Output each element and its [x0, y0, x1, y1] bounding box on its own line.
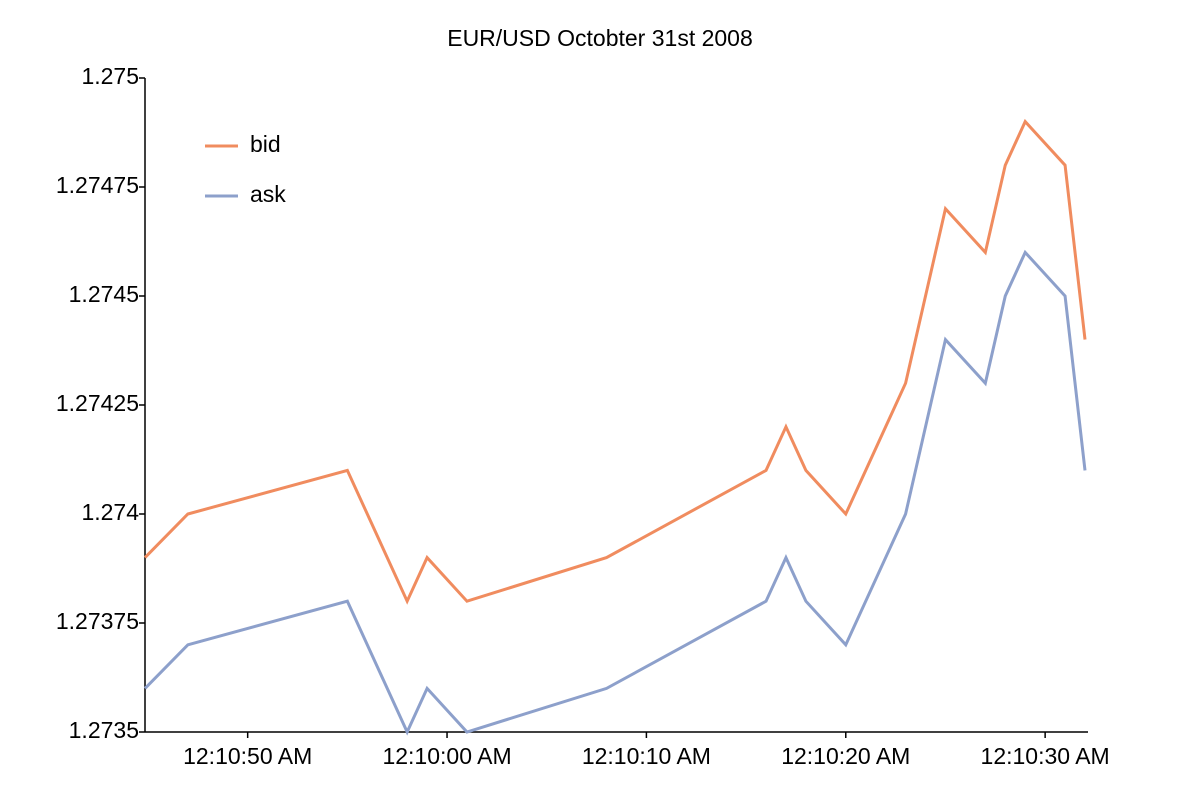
y-tick-label: 1.274: [81, 499, 139, 525]
y-tick-label: 1.2745: [69, 281, 139, 307]
legend-label: ask: [250, 181, 286, 207]
line-series: [143, 118, 1087, 605]
y-tick-label: 1.27425: [56, 390, 139, 416]
legend-label: bid: [250, 131, 281, 157]
x-tick-label: 12:10:50 AM: [183, 743, 312, 769]
x-tick-label: 12:10:20 AM: [781, 743, 910, 769]
chart-title: EUR/USD Octobter 31st 2008: [447, 25, 753, 51]
x-tick-label: 12:10:30 AM: [981, 743, 1110, 769]
y-tick-label: 1.27375: [56, 608, 139, 634]
x-tick-label: 12:10:10 AM: [582, 743, 711, 769]
y-tick-label: 1.2735: [69, 717, 139, 743]
x-tick-label: 12:10:00 AM: [382, 743, 511, 769]
y-tick-label: 1.275: [81, 63, 139, 89]
line-series: [143, 249, 1087, 736]
y-tick-label: 1.27475: [56, 172, 139, 198]
